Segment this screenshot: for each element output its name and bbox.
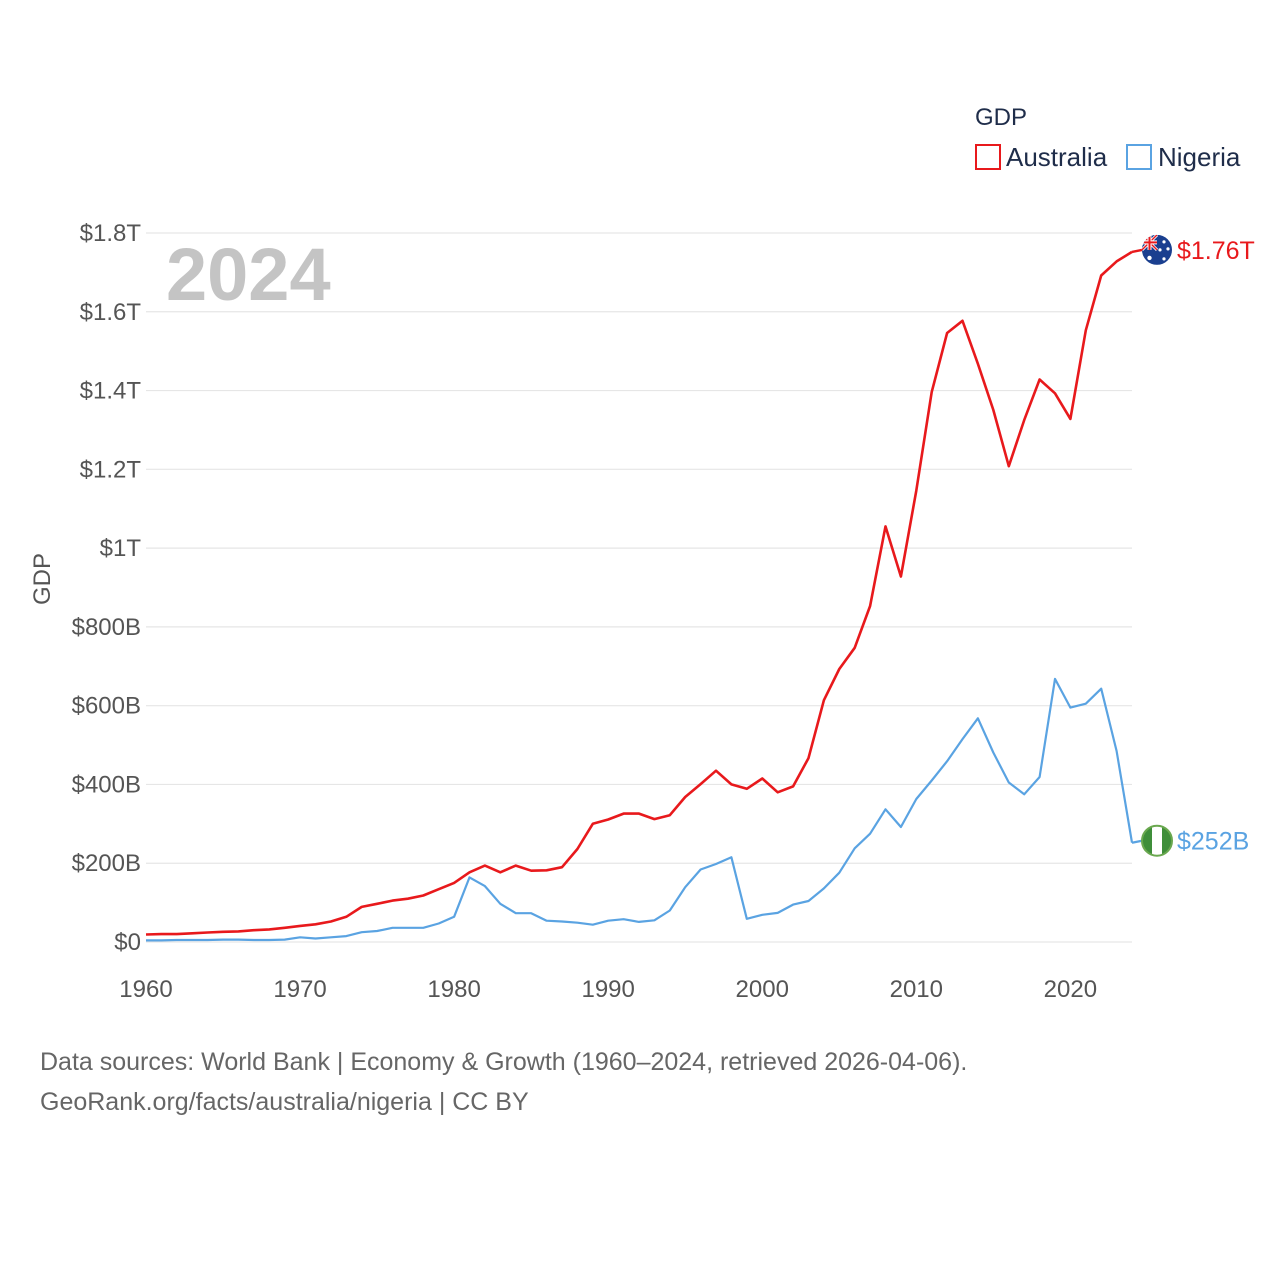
source-line: Data sources: World Bank | Economy & Gro…	[40, 1048, 968, 1076]
y-tick-label: $1.6T	[80, 299, 142, 326]
end-label-australia: $1.76T	[1177, 237, 1255, 265]
legend-swatch-nigeria	[1126, 144, 1152, 170]
end-label-nigeria: $252B	[1177, 828, 1249, 856]
legend-title: GDP	[975, 104, 1027, 131]
end-markers: $1.76T $252B	[1141, 234, 1255, 857]
x-tick-label: 1970	[273, 976, 326, 1003]
x-tick-label: 2010	[890, 976, 943, 1003]
x-tick-label: 2000	[736, 976, 789, 1003]
y-tick-label: $800B	[72, 614, 141, 641]
nigeria-flag-icon	[1141, 824, 1173, 857]
x-tick-label: 1960	[119, 976, 172, 1003]
australia-flag-icon	[1142, 234, 1172, 265]
data-source-note: Data sources: World Bank | Economy & Gro…	[40, 1042, 1240, 1122]
legend[interactable]: GDP Australia Nigeria	[975, 104, 1241, 172]
y-tick-label: $1.2T	[80, 456, 142, 483]
x-axis-ticks: 1960 1970 1980 1990 2000 2010 2020	[119, 976, 1097, 1003]
legend-swatch-australia	[975, 144, 1001, 170]
y-tick-label: $1.4T	[80, 378, 142, 405]
end-connector	[1131, 839, 1143, 844]
y-tick-label: $1.8T	[80, 220, 142, 247]
x-tick-label: 1990	[581, 976, 634, 1003]
attribution-line: GeoRank.org/facts/australia/nigeria | CC…	[40, 1088, 529, 1116]
legend-label-nigeria: Nigeria	[1158, 142, 1241, 172]
y-axis-title: GDP	[29, 553, 56, 605]
gridlines	[146, 232, 1132, 943]
y-tick-label: $1T	[100, 535, 142, 562]
y-axis-ticks: $0 $200B $400B $600B $800B $1T $1.2T $1.4T $1.6T…	[72, 220, 142, 956]
x-tick-label: 1980	[427, 976, 480, 1003]
y-tick-label: $0	[114, 929, 141, 956]
series-lines	[145, 248, 1143, 942]
y-tick-label: $400B	[72, 771, 141, 798]
legend-item-nigeria[interactable]: Nigeria	[1126, 142, 1241, 172]
year-watermark: 2024	[166, 233, 331, 316]
series-line-australia	[145, 250, 1133, 936]
legend-item-australia[interactable]: Australia	[975, 142, 1108, 172]
end-connector	[1131, 248, 1143, 254]
series-line-nigeria	[146, 677, 1134, 942]
x-tick-label: 2020	[1044, 976, 1097, 1003]
y-tick-label: $200B	[72, 850, 141, 877]
legend-label-australia: Australia	[1006, 142, 1108, 172]
y-tick-label: $600B	[72, 693, 141, 720]
